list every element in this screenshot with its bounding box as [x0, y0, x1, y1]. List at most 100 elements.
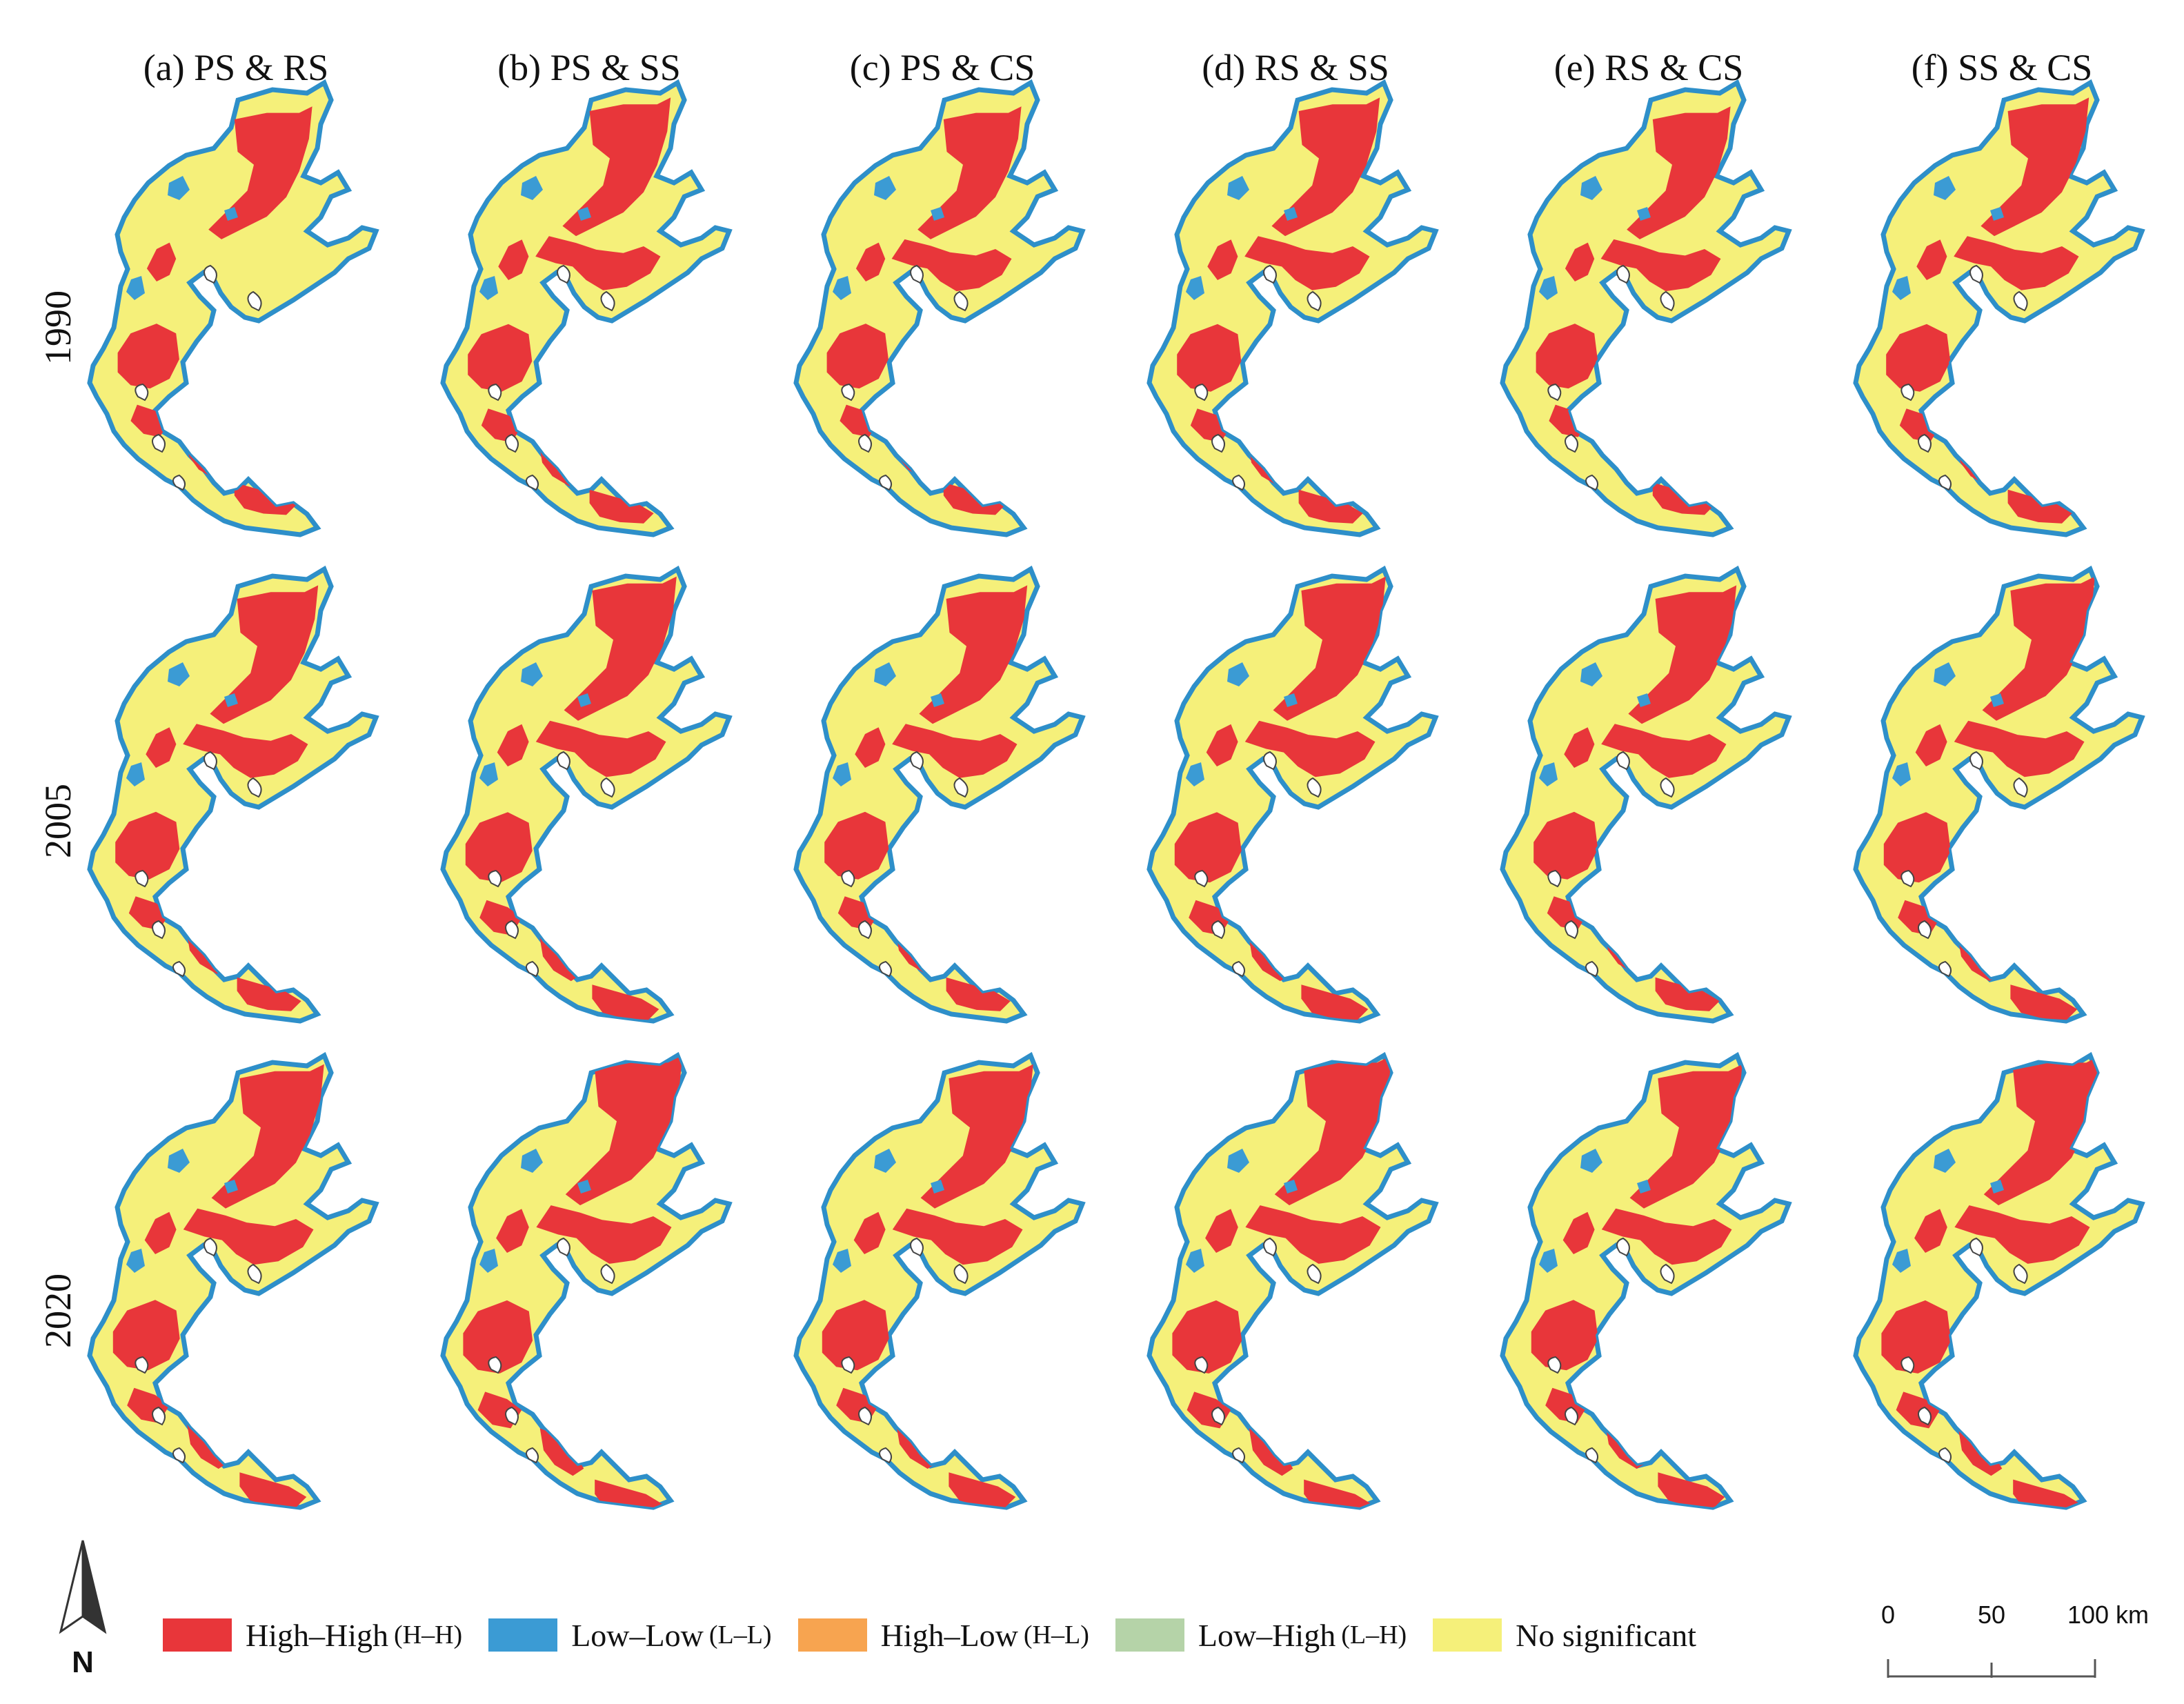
map-e-1990	[1478, 72, 1809, 555]
map-a-2020	[66, 1045, 397, 1528]
low-low-cluster	[1227, 176, 1249, 200]
map-a-1990	[66, 72, 397, 555]
study-area-outline	[87, 1051, 379, 1510]
enclave-hole	[910, 751, 924, 771]
enclave-hole	[135, 383, 149, 402]
low-low-cluster	[833, 276, 851, 300]
high-high-cluster	[1205, 1209, 1238, 1253]
high-high-cluster	[1273, 576, 1386, 721]
enclave-hole	[1616, 264, 1630, 284]
map-c-2005	[772, 559, 1103, 1042]
high-high-cluster	[183, 1208, 314, 1265]
low-low-cluster	[1186, 276, 1204, 300]
high-high-cluster	[855, 242, 886, 281]
enclave-hole	[1616, 1237, 1630, 1257]
high-high-cluster	[1177, 324, 1242, 392]
study-area-outline	[1500, 565, 1792, 1024]
legend-abbr-high-high: (H–H)	[394, 1621, 463, 1649]
high-high-cluster	[824, 811, 889, 880]
enclave-hole	[1969, 264, 1983, 284]
study-area-outline	[1853, 79, 2145, 537]
high-high-cluster	[1954, 720, 2085, 777]
enclave-hole	[152, 920, 166, 940]
scale-bar-line	[1887, 1659, 2096, 1678]
enclave-hole	[858, 920, 872, 940]
enclave-hole	[1918, 433, 1932, 453]
high-high-cluster	[1600, 239, 1721, 292]
high-high-cluster	[1536, 324, 1598, 389]
enclave-hole	[841, 1356, 855, 1374]
low-low-cluster	[577, 693, 591, 707]
enclave-hole	[488, 1356, 502, 1374]
legend-swatch-low-low	[488, 1618, 558, 1652]
high-high-cluster	[535, 720, 666, 777]
enclave-hole	[488, 869, 502, 888]
high-high-cluster	[536, 1205, 672, 1264]
low-low-cluster	[479, 1249, 498, 1273]
high-high-cluster	[1628, 585, 1737, 724]
enclave-hole	[858, 1406, 872, 1426]
enclave-hole	[203, 264, 217, 284]
high-high-cluster	[1916, 239, 1947, 280]
north-arrow: N	[55, 1535, 110, 1680]
high-high-cluster	[2007, 489, 2072, 524]
high-high-cluster	[892, 724, 1017, 778]
low-low-cluster	[1892, 1249, 1911, 1273]
low-low-cluster	[1186, 762, 1204, 786]
high-high-cluster	[1914, 1209, 1947, 1253]
low-low-cluster	[1539, 762, 1558, 786]
high-high-cluster	[1533, 811, 1598, 880]
map-b-2005	[419, 559, 750, 1042]
map-c-1990	[772, 72, 1103, 555]
enclave-hole	[1565, 1406, 1578, 1426]
map-c-2020	[772, 1045, 1103, 1528]
enclave-hole	[1194, 869, 1209, 888]
study-area-outline	[793, 1051, 1086, 1510]
low-low-cluster	[874, 1149, 896, 1173]
high-high-cluster	[1174, 812, 1242, 883]
enclave-hole	[1900, 383, 1915, 402]
low-low-cluster	[1892, 276, 1911, 300]
high-high-cluster	[1883, 812, 1951, 883]
low-low-cluster	[931, 207, 944, 221]
north-label: N	[72, 1645, 94, 1679]
legend-label-low-high: Low–High	[1198, 1617, 1336, 1653]
high-high-cluster	[1899, 408, 1940, 443]
high-high-cluster	[1629, 1064, 1743, 1209]
high-high-cluster	[1954, 236, 2079, 290]
map-b-2020	[419, 1045, 750, 1528]
high-high-cluster	[234, 482, 297, 515]
enclave-hole	[247, 1263, 262, 1285]
enclave-hole	[953, 777, 969, 798]
high-high-cluster	[1547, 896, 1588, 931]
high-high-cluster	[1565, 242, 1595, 281]
high-high-cluster	[917, 106, 1022, 239]
high-high-cluster	[210, 585, 319, 724]
enclave-hole	[1307, 777, 1322, 798]
legend-abbr-low-low: (L–L)	[708, 1621, 772, 1649]
high-high-cluster	[1190, 408, 1231, 443]
high-high-cluster	[1601, 1208, 1732, 1265]
enclave-hole	[1263, 751, 1277, 771]
enclave-hole	[1211, 433, 1225, 453]
low-low-cluster	[479, 276, 498, 300]
column-title-c: (c) PS & CS	[849, 47, 1035, 88]
enclave-hole	[488, 383, 502, 402]
study-area-outline	[1146, 565, 1439, 1024]
high-high-cluster	[1982, 576, 2095, 721]
low-low-cluster	[1186, 1249, 1204, 1273]
low-low-cluster	[874, 176, 896, 200]
high-high-cluster	[822, 1300, 889, 1371]
high-high-cluster	[826, 324, 889, 389]
low-low-cluster	[126, 1249, 145, 1273]
high-high-cluster	[919, 585, 1028, 724]
low-low-cluster	[521, 176, 543, 200]
high-high-cluster	[592, 984, 659, 1020]
legend-swatch-low-high	[1115, 1618, 1184, 1652]
legend-item-no-significant: No significant	[1433, 1617, 1696, 1654]
low-low-cluster	[931, 1180, 944, 1193]
enclave-hole	[247, 290, 262, 312]
enclave-hole	[1585, 1447, 1599, 1464]
enclave-hole	[910, 264, 924, 284]
enclave-hole	[1263, 1237, 1277, 1257]
